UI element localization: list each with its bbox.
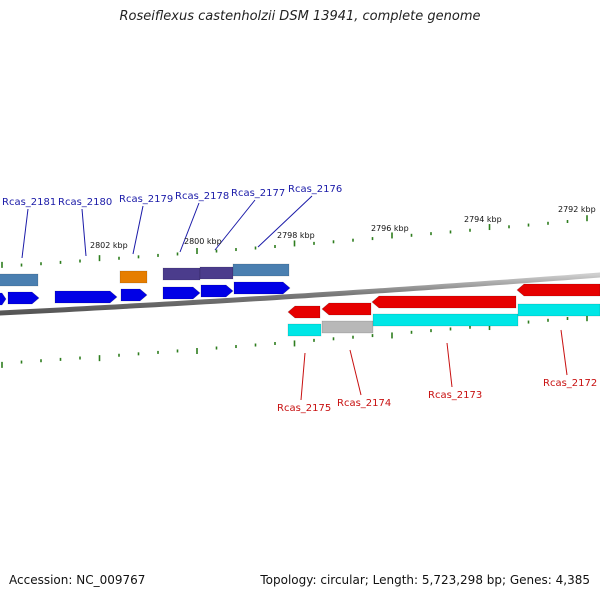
cds-arrow-reverse [516, 283, 600, 297]
gene-label: Rcas_2174 [337, 398, 391, 409]
cds-arrow-forward [7, 291, 40, 305]
gene-label: Rcas_2173 [428, 390, 482, 401]
gene-label: Rcas_2176 [288, 184, 342, 195]
gene-leader-line [560, 329, 568, 376]
gene-bar [372, 313, 519, 327]
gene-label: Rcas_2180 [58, 197, 112, 208]
gene-bar [119, 270, 148, 284]
gene-bar [199, 266, 234, 280]
map-title: Roseiflexus castenholzii DSM 13941, comp… [119, 9, 481, 24]
footer-accession: Accession: NC_009767 [9, 573, 146, 587]
cds-arrow-forward [200, 284, 234, 298]
gene-label: Rcas_2175 [277, 403, 331, 414]
scale-label: 2802 kbp [90, 241, 128, 250]
scale-label: 2794 kbp [464, 215, 502, 224]
gene-leader-line [179, 202, 200, 253]
cds-arrow-forward [0, 292, 7, 306]
gene-bar [287, 323, 322, 337]
scale-label: 2796 kbp [371, 224, 409, 233]
scale-label: 2800 kbp [184, 237, 222, 246]
scale-label: 2798 kbp [277, 231, 315, 240]
gene-bar [517, 303, 600, 317]
gene-leader-line [300, 352, 306, 401]
gene-leader-line [132, 205, 144, 255]
gene-bar [321, 320, 374, 334]
gene-bar [162, 267, 201, 281]
gene-leader-line [214, 199, 256, 251]
cds-arrow-forward [120, 288, 148, 302]
gene-bar [232, 263, 290, 277]
gene-leader-line [81, 208, 87, 257]
gene-label: Rcas_2178 [175, 191, 229, 202]
gene-leader-line [446, 342, 453, 388]
gene-leader-line [21, 208, 29, 259]
cds-arrow-forward [162, 286, 201, 300]
gene-label: Rcas_2172 [543, 378, 597, 389]
gene-label: Rcas_2181 [2, 197, 56, 208]
gene-label: Rcas_2177 [231, 188, 285, 199]
scale-label: 2792 kbp [558, 205, 596, 214]
gene-leader-line [349, 349, 362, 396]
cds-arrow-reverse [321, 302, 372, 316]
footer-summary: Topology: circular; Length: 5,723,298 bp… [260, 573, 590, 587]
genome-backbone [0, 272, 600, 316]
gene-bar [0, 273, 39, 287]
gene-label: Rcas_2179 [119, 194, 173, 205]
cds-arrow-forward [54, 290, 118, 304]
cds-arrow-reverse [371, 295, 517, 309]
cds-arrow-reverse [287, 305, 321, 319]
gene-leader-line [257, 195, 313, 248]
cds-arrow-forward [233, 281, 291, 295]
